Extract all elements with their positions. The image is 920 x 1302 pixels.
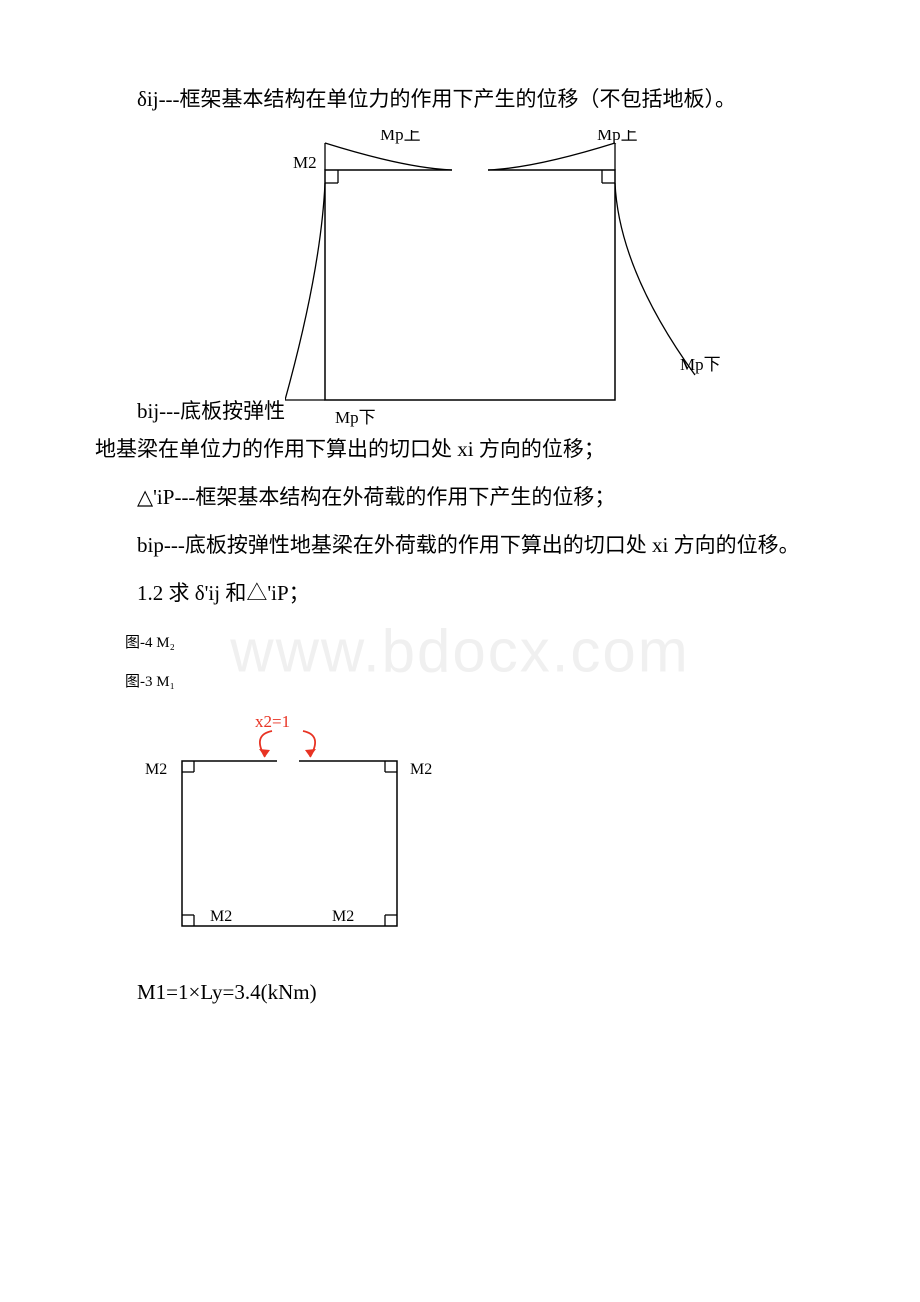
caption-fig4: 图-4 M₂ (125, 631, 825, 652)
diagram-1: Mp上 Mp上 M2 Mp下 Mp下 (285, 130, 725, 430)
paragraph-dip: △'iP---框架基本结构在外荷载的作用下产生的位移； (95, 478, 825, 518)
bij-lead: bij---底板按弹性 (95, 395, 285, 430)
diagram2-wrap: x2=1 M2 M2 M2 M (137, 709, 825, 950)
d1-mp-bot-right: Mp下 (680, 355, 721, 374)
d2-m2-tr: M2 (410, 761, 432, 778)
paragraph-bip: bip---底板按弹性地基梁在外荷载的作用下算出的切口处 xi 方向的位移。 (95, 526, 825, 566)
caption-fig3: 图-3 M₁ (125, 670, 825, 691)
d2-x2-label: x2=1 (255, 712, 290, 731)
section-1-2: 1.2 求 δ'ij 和△'iP； (95, 574, 825, 614)
diagram1-row: bij---底板按弹性 Mp上 Mp上 M2 (95, 130, 825, 430)
diagram-2: x2=1 M2 M2 M2 M (137, 709, 457, 944)
equation-m1: M1=1×Ly=3.4(kNm) (137, 980, 825, 1005)
d2-m2-br: M2 (332, 908, 354, 925)
d2-m2-bl: M2 (210, 908, 232, 925)
d1-mp-top-left: Mp上 (380, 130, 421, 144)
paragraph-deltaij: δij---框架基本结构在单位力的作用下产生的位移（不包括地板）。 (95, 80, 825, 120)
d2-m2-tl: M2 (145, 761, 167, 778)
page-content: δij---框架基本结构在单位力的作用下产生的位移（不包括地板）。 bij---… (95, 80, 825, 1005)
d1-mp-bot-left: Mp下 (335, 408, 376, 427)
d1-mp-top-right: Mp上 (597, 130, 638, 144)
d1-m2: M2 (293, 153, 317, 172)
paragraph-bij-rest: 地基梁在单位力的作用下算出的切口处 xi 方向的位移； (95, 430, 825, 470)
